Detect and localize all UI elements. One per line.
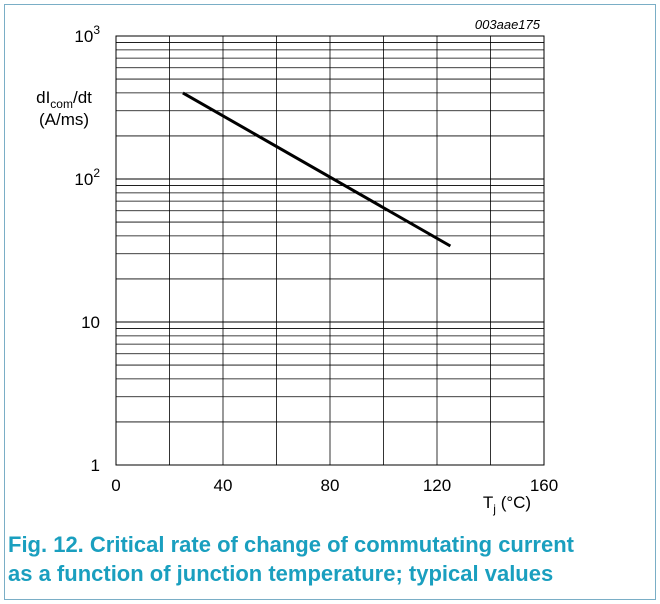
y-tick-label: 102 — [74, 166, 100, 189]
series-layer — [182, 91, 452, 248]
y-tick-label: 1 — [91, 456, 100, 475]
x-tick-label: 120 — [423, 476, 451, 495]
y-tick-label: 10 — [81, 313, 100, 332]
y-axis-label: dIcom/dt — [36, 88, 92, 111]
plot-area-border — [115, 35, 545, 466]
x-tick-label: 80 — [321, 476, 340, 495]
x-tick-label: 0 — [111, 476, 120, 495]
x-tick-labels: 0 40 80 120 160 — [111, 476, 558, 495]
caption-line-2: as a function of junction temperature; t… — [8, 561, 554, 586]
series-line — [182, 91, 452, 248]
x-axis-label: Tj (°C) — [483, 493, 531, 516]
chart: 0 40 80 120 160 1 10 102 103 003aae175 dIcom/dt… — [36, 17, 558, 516]
y-tick-labels: 1 10 102 103 — [74, 23, 100, 475]
x-tick-label: 160 — [530, 476, 558, 495]
caption-line-1: Fig. 12. Critical rate of change of comm… — [8, 532, 574, 557]
figure-code: 003aae175 — [475, 17, 541, 32]
x-tick-label: 40 — [214, 476, 233, 495]
figure-caption: Fig. 12. Critical rate of change of comm… — [8, 530, 648, 588]
y-tick-label: 103 — [74, 23, 100, 46]
y-axis-unit: (A/ms) — [39, 110, 89, 129]
chart-grid — [116, 36, 544, 465]
